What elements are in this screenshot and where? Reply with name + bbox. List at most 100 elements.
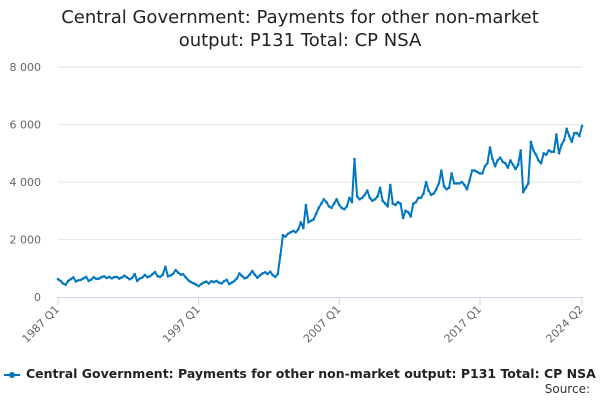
- data-point[interactable]: [322, 198, 326, 201]
- data-point[interactable]: [406, 210, 410, 214]
- data-point[interactable]: [189, 280, 193, 284]
- data-point[interactable]: [371, 199, 374, 202]
- data-point[interactable]: [327, 205, 331, 208]
- data-point[interactable]: [378, 186, 382, 190]
- data-point[interactable]: [437, 182, 441, 185]
- data-point[interactable]: [82, 277, 85, 280]
- data-point[interactable]: [207, 282, 211, 285]
- data-point[interactable]: [504, 162, 507, 165]
- data-point[interactable]: [289, 231, 292, 234]
- data-point[interactable]: [243, 277, 246, 280]
- data-point[interactable]: [169, 274, 172, 277]
- data-point[interactable]: [192, 281, 195, 285]
- data-point[interactable]: [537, 159, 540, 162]
- data-point[interactable]: [309, 219, 313, 223]
- data-point[interactable]: [153, 270, 157, 274]
- data-point[interactable]: [458, 182, 461, 185]
- data-point[interactable]: [565, 127, 568, 131]
- data-point[interactable]: [179, 273, 182, 276]
- data-point[interactable]: [143, 273, 147, 277]
- data-point[interactable]: [79, 278, 83, 282]
- data-point[interactable]: [248, 273, 251, 276]
- data-point[interactable]: [455, 182, 459, 185]
- data-point[interactable]: [325, 200, 328, 204]
- data-point[interactable]: [120, 276, 124, 279]
- data-point[interactable]: [562, 139, 566, 142]
- data-point[interactable]: [135, 279, 139, 283]
- data-point[interactable]: [396, 200, 400, 204]
- data-point[interactable]: [519, 149, 522, 152]
- data-point[interactable]: [92, 275, 96, 279]
- data-point[interactable]: [348, 196, 351, 200]
- data-point[interactable]: [261, 272, 264, 275]
- data-point[interactable]: [450, 172, 453, 175]
- data-point[interactable]: [125, 276, 129, 279]
- data-point[interactable]: [107, 275, 111, 279]
- data-point[interactable]: [389, 183, 392, 187]
- data-point[interactable]: [330, 206, 333, 210]
- data-point[interactable]: [235, 277, 239, 280]
- data-point[interactable]: [66, 279, 70, 283]
- data-point[interactable]: [97, 277, 101, 280]
- data-point[interactable]: [483, 164, 487, 168]
- data-point[interactable]: [552, 150, 556, 154]
- data-point[interactable]: [442, 185, 446, 188]
- data-point[interactable]: [174, 268, 177, 272]
- data-point[interactable]: [355, 195, 359, 198]
- data-point[interactable]: [401, 216, 405, 220]
- legend-item[interactable]: Central Government: Payments for other n…: [4, 366, 596, 381]
- data-point[interactable]: [511, 163, 515, 167]
- data-point[interactable]: [557, 152, 561, 155]
- data-point[interactable]: [102, 275, 106, 278]
- data-point[interactable]: [493, 164, 497, 168]
- data-point[interactable]: [432, 192, 436, 195]
- data-point[interactable]: [184, 276, 188, 279]
- data-point[interactable]: [59, 279, 62, 283]
- data-point[interactable]: [368, 196, 372, 200]
- data-point[interactable]: [299, 221, 303, 224]
- data-point[interactable]: [176, 271, 180, 274]
- data-point[interactable]: [527, 182, 530, 185]
- data-point[interactable]: [509, 159, 512, 162]
- data-point[interactable]: [181, 273, 185, 276]
- data-point[interactable]: [194, 283, 198, 286]
- data-point[interactable]: [314, 212, 318, 215]
- data-point[interactable]: [238, 272, 241, 275]
- data-point[interactable]: [350, 200, 354, 204]
- data-point[interactable]: [544, 153, 548, 156]
- data-point[interactable]: [225, 278, 228, 282]
- data-point[interactable]: [422, 192, 425, 195]
- data-point[interactable]: [284, 235, 287, 238]
- data-point[interactable]: [465, 187, 469, 191]
- data-point[interactable]: [404, 209, 407, 213]
- data-point[interactable]: [473, 169, 476, 172]
- data-point[interactable]: [580, 124, 584, 128]
- data-point[interactable]: [381, 199, 384, 202]
- data-point[interactable]: [373, 198, 377, 201]
- data-point[interactable]: [547, 149, 551, 152]
- data-point[interactable]: [343, 208, 346, 211]
- data-point[interactable]: [291, 229, 295, 233]
- data-point[interactable]: [573, 131, 576, 135]
- data-point[interactable]: [486, 162, 489, 165]
- data-point[interactable]: [302, 226, 305, 230]
- data-point[interactable]: [376, 195, 379, 198]
- data-point[interactable]: [567, 134, 571, 138]
- data-point[interactable]: [87, 279, 90, 283]
- data-point[interactable]: [496, 159, 499, 162]
- data-point[interactable]: [84, 275, 88, 279]
- data-point[interactable]: [95, 277, 98, 281]
- data-point[interactable]: [212, 280, 216, 284]
- data-point[interactable]: [345, 205, 349, 208]
- data-point[interactable]: [391, 202, 395, 205]
- data-point[interactable]: [69, 277, 73, 281]
- data-point[interactable]: [128, 277, 131, 281]
- data-point[interactable]: [77, 279, 80, 282]
- data-point[interactable]: [74, 280, 78, 283]
- data-point[interactable]: [419, 196, 423, 200]
- data-point[interactable]: [317, 206, 321, 210]
- data-point[interactable]: [353, 157, 356, 161]
- data-point[interactable]: [481, 172, 484, 175]
- data-point[interactable]: [475, 170, 479, 174]
- data-point[interactable]: [156, 275, 159, 278]
